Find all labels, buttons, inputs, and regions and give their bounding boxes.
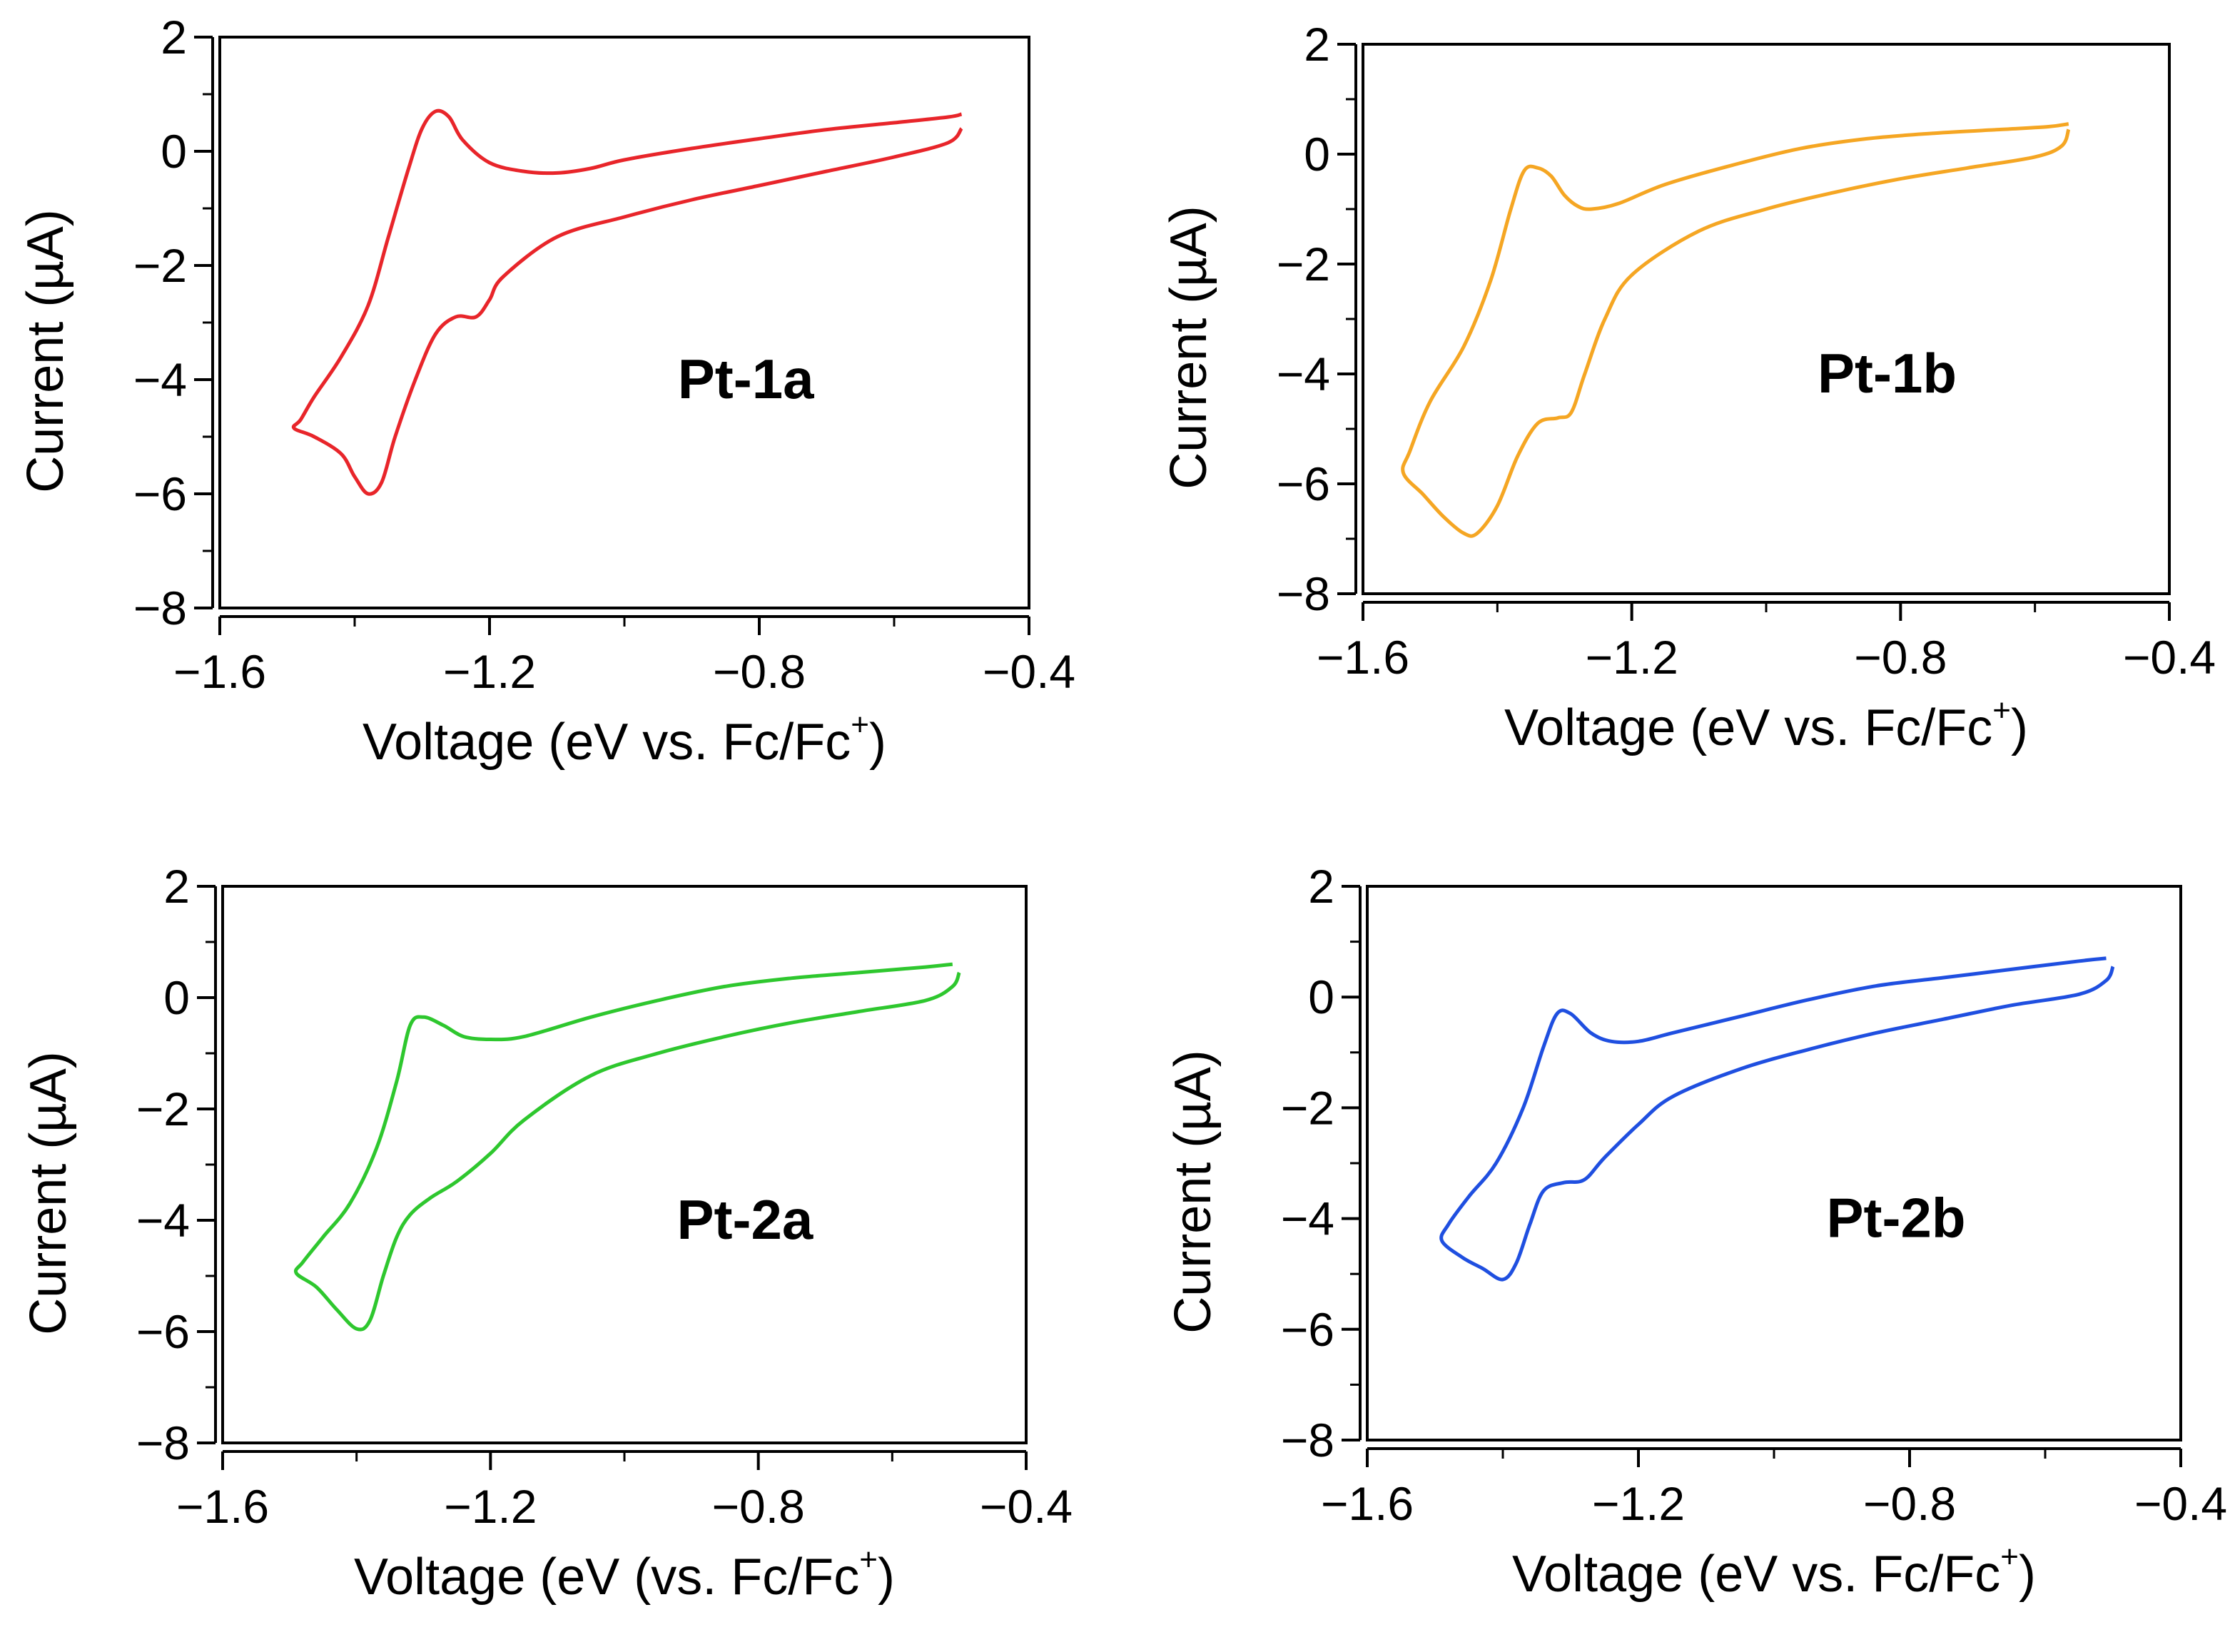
y-tick-label: −4 [133, 353, 187, 406]
y-tick-label: −2 [1281, 1081, 1334, 1134]
y-tick-label: 0 [163, 971, 190, 1024]
x-tick-label: −0.8 [1863, 1477, 1956, 1530]
y-tick-label: 0 [161, 125, 187, 178]
y-tick-label: −8 [1281, 1414, 1334, 1466]
x-tick-label: −0.8 [1854, 631, 1947, 684]
cv-curve-pt-1b [1401, 122, 2071, 538]
x-tick-label: −1.6 [173, 645, 266, 698]
y-tick-label: −2 [1277, 238, 1330, 290]
y-tick-label: 0 [1308, 971, 1334, 1023]
x-tick-label: −0.4 [2134, 1477, 2227, 1530]
x-tick-label: −1.2 [1592, 1477, 1685, 1530]
cv-curve-pt-1a [291, 108, 963, 496]
y-tick-label: −6 [1281, 1303, 1334, 1356]
panel-label: Pt-1b [1818, 342, 1957, 405]
plot-frame [218, 36, 1030, 609]
x-tick-label: −1.2 [443, 645, 536, 698]
y-tick-label: −8 [136, 1417, 190, 1469]
y-tick-label: −8 [1277, 567, 1330, 620]
y-tick-label: −8 [133, 582, 187, 634]
chart-panel-pt-2b: −8 −6 −4 −2 0 2 −1.6 −1.2 −0.8 −0.4 Voltage (eV vs… [1165, 860, 2227, 1603]
plot-frame [221, 885, 1028, 1444]
panel-label: Pt-2b [1827, 1187, 1966, 1250]
x-axis-title: Voltage (eV vs. Fc/Fc+) [1504, 693, 2028, 756]
y-tick-label: −6 [1277, 457, 1330, 510]
panel-label: Pt-1a [678, 348, 814, 410]
x-tick-label: −1.2 [444, 1480, 537, 1533]
y-tick-label: 0 [1304, 128, 1330, 181]
y-axis-title: Current (µA) [1165, 1050, 1222, 1334]
y-tick-label: −4 [1281, 1192, 1334, 1245]
x-tick-label: −0.4 [2123, 631, 2216, 684]
chart-panel-pt-1b: −8 −6 −4 −2 0 2 −1.6 −1.2 −0.8 −0.4 Voltage (eV vs… [1160, 18, 2216, 756]
x-tick-label: −0.8 [713, 645, 806, 698]
y-axis-title: Current (µA) [17, 209, 74, 493]
y-tick-label: 2 [163, 860, 190, 913]
x-tick-label: −1.6 [1321, 1477, 1414, 1530]
cv-curve-pt-2a [293, 962, 961, 1332]
x-tick-label: −1.6 [1317, 631, 1409, 684]
x-axis-title: Voltage (eV vs. Fc/Fc+) [1512, 1539, 2036, 1603]
panel-label: Pt-2a [677, 1188, 814, 1251]
x-tick-label: −0.8 [712, 1480, 805, 1533]
y-tick-label: −2 [133, 239, 187, 292]
y-tick-label: 2 [1308, 860, 1334, 913]
x-tick-label: −1.6 [176, 1480, 269, 1533]
x-axis-title: Voltage (eV vs. Fc/Fc+) [363, 707, 886, 771]
y-tick-label: −4 [1277, 348, 1330, 400]
x-axis-title: Voltage (eV (vs. Fc/Fc+) [354, 1542, 895, 1606]
y-axis-title: Current (µA) [20, 1051, 77, 1335]
plot-frame [1366, 885, 2182, 1441]
chart-panel-pt-2a: −8 −6 −4 −2 0 2 −1.6 −1.2 −0.8 −0.4 Voltage (eV (v… [20, 860, 1073, 1606]
y-tick-label: −2 [136, 1083, 190, 1135]
y-tick-label: −6 [133, 467, 187, 520]
y-tick-label: −6 [136, 1305, 190, 1358]
chart-panel-pt-1a: −8 −6 −4 −2 0 2 −1.6 −1.2 −0.8 −0.4 Voltage (eV vs… [17, 11, 1075, 771]
y-tick-label: −4 [136, 1194, 190, 1247]
x-tick-label: −0.4 [980, 1480, 1073, 1533]
y-tick-label: 2 [161, 11, 187, 64]
cv-curve-pt-2b [1439, 956, 2115, 1282]
y-tick-label: 2 [1304, 18, 1330, 71]
plot-frame [1362, 43, 2171, 595]
x-tick-label: −0.4 [983, 645, 1075, 698]
x-tick-label: −1.2 [1586, 631, 1678, 684]
y-axis-title: Current (µA) [1160, 206, 1217, 490]
